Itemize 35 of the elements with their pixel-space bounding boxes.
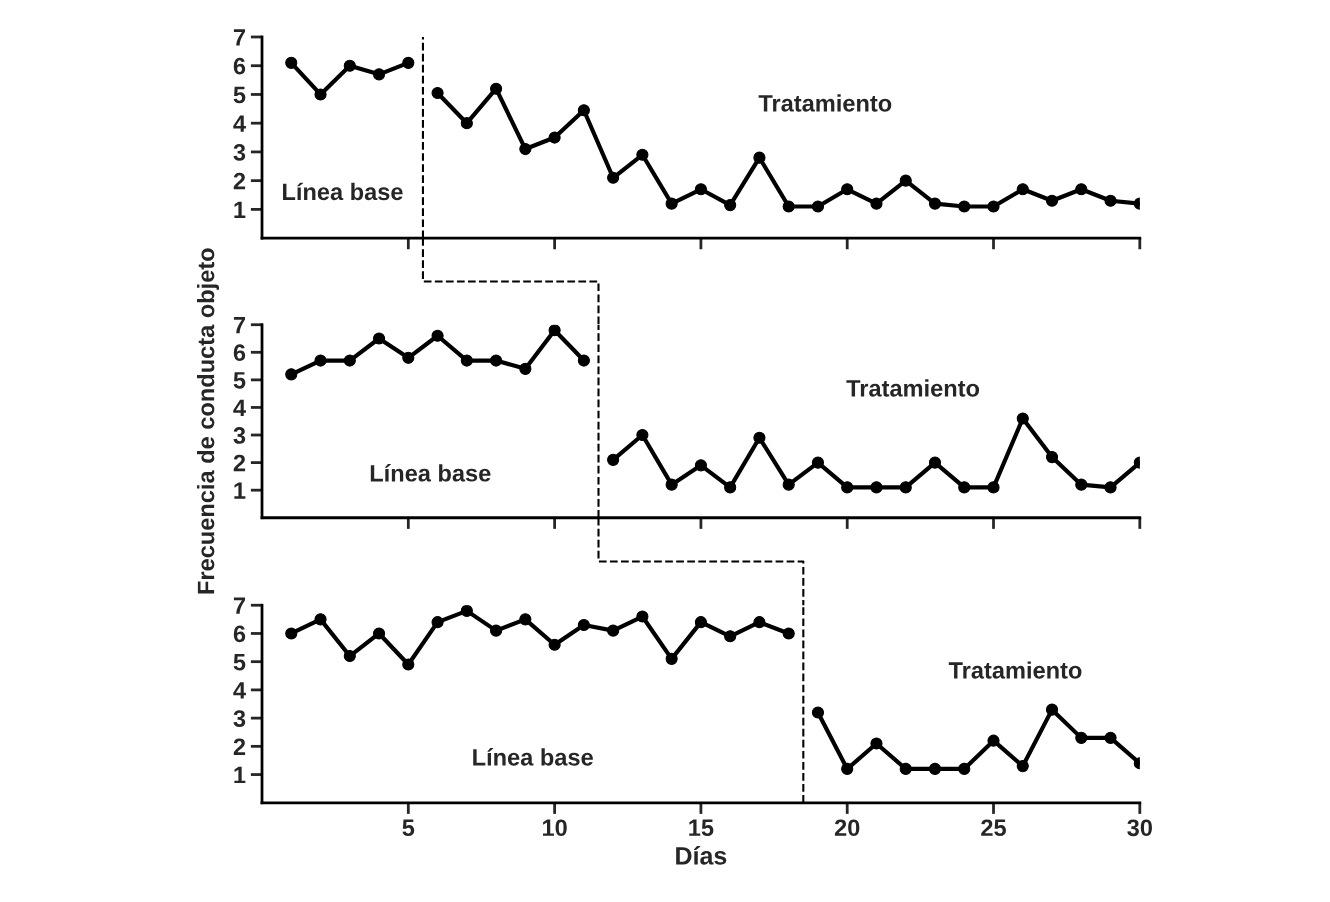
y-tick-label: 3 xyxy=(233,710,246,727)
x-axis-title: Días xyxy=(676,846,727,865)
x-tick-label: 30 xyxy=(1127,819,1152,837)
y-tick-label: 1 xyxy=(234,482,246,499)
y-tick-label: 7 xyxy=(233,29,245,46)
annotation: Tratamiento xyxy=(846,379,980,397)
x-tick-label: 5 xyxy=(402,819,415,837)
y-tick-label: 3 xyxy=(233,427,246,444)
y-tick-label: 4 xyxy=(233,399,246,416)
x-tick-label: 20 xyxy=(834,819,860,837)
y-tick-label: 1 xyxy=(234,766,246,784)
y-tick-label: 4 xyxy=(233,682,246,699)
y-tick-label: 5 xyxy=(233,86,246,104)
y-tick-label: 6 xyxy=(233,57,246,75)
annotation: Línea base xyxy=(283,182,403,201)
x-tick-label: 25 xyxy=(981,819,1006,837)
y-tick-label: 7 xyxy=(233,317,245,334)
annotation: Línea base xyxy=(473,748,593,766)
y-tick-label: 3 xyxy=(233,143,246,161)
x-tick-label: 10 xyxy=(542,819,567,837)
y-tick-label: 6 xyxy=(233,344,246,362)
y-tick-label: 5 xyxy=(233,372,246,389)
annotation: Línea base xyxy=(370,464,491,482)
y-tick-label: 4 xyxy=(233,115,246,132)
y-tick-label: 2 xyxy=(233,738,246,755)
y-tick-label: 2 xyxy=(233,172,246,190)
annotation: Tratamiento xyxy=(948,661,1082,679)
y-tick-label: 6 xyxy=(233,625,246,643)
x-tick-label: 15 xyxy=(689,819,714,837)
annotation: Tratamiento xyxy=(758,94,892,112)
y-tick-label: 2 xyxy=(233,454,246,472)
y-axis-title: Frecuencia de conducta objeto xyxy=(197,248,220,594)
y-tick-label: 5 xyxy=(233,653,246,671)
y-tick-label: 7 xyxy=(233,597,245,614)
y-tick-label: 1 xyxy=(234,201,246,218)
